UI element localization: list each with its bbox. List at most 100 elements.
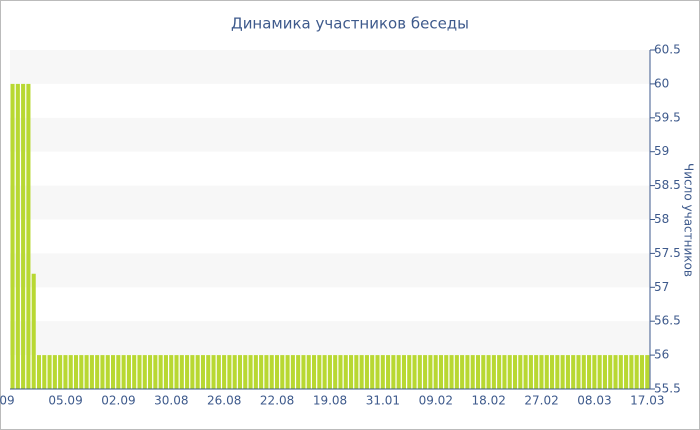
y-tick-label: 59.5 <box>654 110 681 124</box>
bar <box>587 355 592 389</box>
bar <box>280 355 285 389</box>
bar <box>428 355 433 389</box>
x-tick-label: 31.01 <box>366 394 400 408</box>
bar <box>576 355 581 389</box>
grid-band <box>10 185 650 220</box>
y-tick-label: 59 <box>654 144 669 158</box>
x-tick-label: 02.09 <box>101 394 135 408</box>
y-tick-label: 56.5 <box>654 314 681 328</box>
bar <box>116 355 121 389</box>
bar <box>438 355 444 389</box>
bar <box>608 355 613 389</box>
bar <box>63 355 68 389</box>
bar <box>95 355 100 389</box>
chart-title: Динамика участников беседы <box>231 15 469 33</box>
bar <box>31 273 36 389</box>
bar <box>343 355 348 389</box>
y-tick-label: 58.5 <box>654 178 681 192</box>
bar <box>110 355 116 389</box>
bar <box>486 355 491 389</box>
y-tick-label: 58 <box>654 212 669 226</box>
bar <box>15 83 20 390</box>
x-tick-label: 05.09 <box>48 394 82 408</box>
bar <box>311 355 317 389</box>
bar <box>58 355 63 389</box>
bar <box>470 355 475 389</box>
bar <box>518 355 523 389</box>
x-tick-label: 27.02 <box>524 394 558 408</box>
bar <box>491 355 496 389</box>
bar <box>534 355 539 389</box>
bar <box>592 355 597 389</box>
bar <box>364 355 369 389</box>
bar <box>142 355 147 389</box>
bar <box>565 355 570 389</box>
y-tick-label: 60 <box>654 76 669 90</box>
grid-band <box>10 253 650 288</box>
bar <box>100 355 105 389</box>
bar <box>68 355 73 389</box>
bar <box>121 355 126 389</box>
bar <box>613 355 618 389</box>
bar <box>253 355 258 389</box>
bar <box>237 355 243 389</box>
bar <box>512 355 518 389</box>
bar <box>475 355 481 389</box>
bar <box>200 355 206 389</box>
bar <box>602 355 607 389</box>
bar <box>528 355 533 389</box>
bar <box>560 355 565 389</box>
bar <box>396 355 401 389</box>
bar <box>502 355 507 389</box>
bar <box>359 355 364 389</box>
bar <box>36 355 42 389</box>
bar <box>380 355 385 389</box>
bar <box>539 355 544 389</box>
grid-band <box>10 50 650 84</box>
bar <box>465 355 470 389</box>
bar <box>634 355 639 389</box>
bar <box>195 355 200 389</box>
bar <box>317 355 322 389</box>
bar <box>401 355 406 389</box>
bar <box>333 355 338 389</box>
bar <box>375 355 380 389</box>
bar <box>306 355 311 389</box>
bar <box>407 355 412 389</box>
x-tick-label: 19.08 <box>313 394 347 408</box>
bar <box>185 355 190 389</box>
bar <box>42 355 47 389</box>
bar <box>158 355 163 389</box>
bar <box>211 355 216 389</box>
bar <box>89 355 94 389</box>
bar <box>259 355 264 389</box>
bar <box>417 355 422 389</box>
bar <box>190 355 195 389</box>
bar <box>386 355 391 389</box>
bar <box>285 355 290 389</box>
x-tick-label: 0.09 <box>0 394 15 408</box>
bar <box>624 355 629 389</box>
x-tick-label: 30.08 <box>154 394 188 408</box>
bar <box>354 355 359 389</box>
bar <box>391 355 396 389</box>
bar <box>296 355 301 389</box>
bar <box>132 355 137 389</box>
bar <box>597 355 602 389</box>
bar <box>639 355 645 389</box>
bar <box>269 355 274 389</box>
y-tick-label: 56 <box>654 348 669 362</box>
bar <box>21 83 26 390</box>
bar <box>153 355 158 389</box>
bar <box>550 355 555 389</box>
y-tick-label: 57 <box>654 280 669 294</box>
bar <box>243 355 248 389</box>
bar <box>618 355 623 389</box>
bar <box>264 355 269 389</box>
bar <box>290 355 295 389</box>
bar <box>523 355 528 389</box>
bar <box>555 355 560 389</box>
bar <box>449 355 454 389</box>
